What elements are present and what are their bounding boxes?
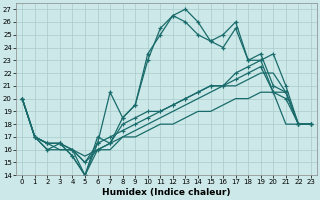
X-axis label: Humidex (Indice chaleur): Humidex (Indice chaleur) [102, 188, 231, 197]
